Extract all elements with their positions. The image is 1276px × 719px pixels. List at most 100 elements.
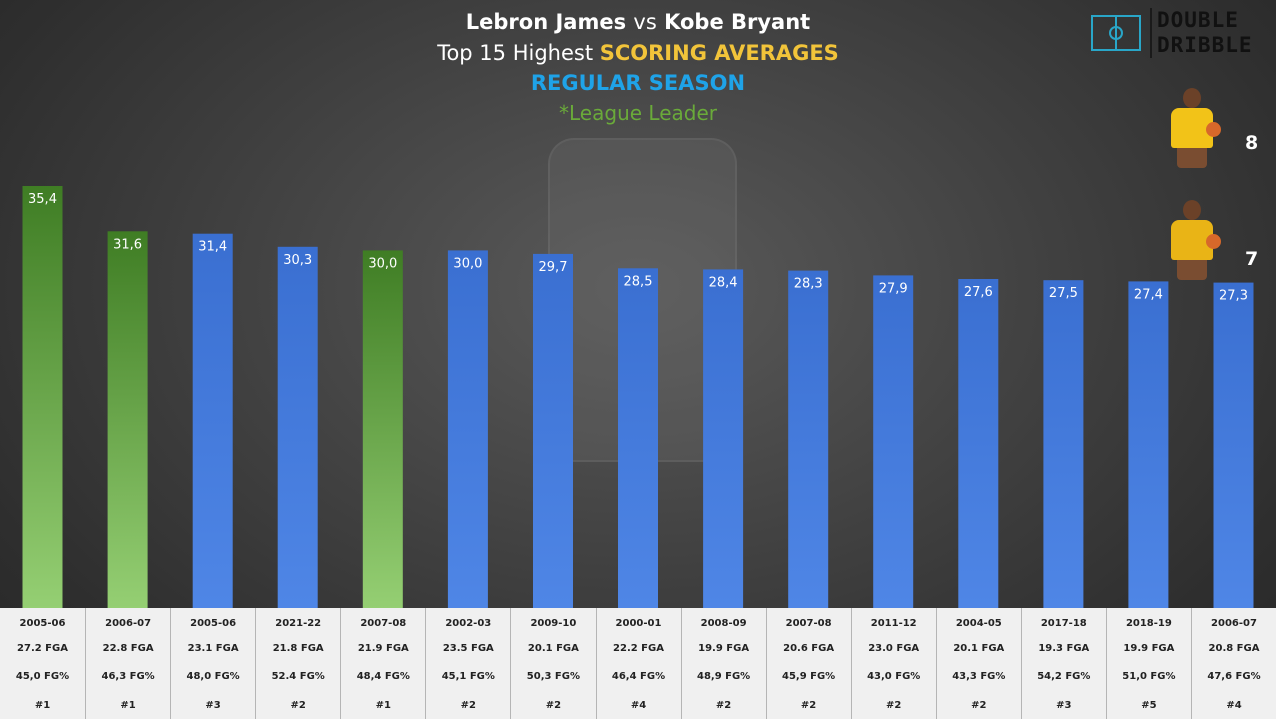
season-cell: 2011-12 [870,618,917,629]
bar-value-label-1: 35,4 [28,192,57,207]
fga-cell: 27.2 FGA [17,643,68,654]
logo-wordmark: DOUBLE DRIBBLE [1157,8,1253,58]
kobe-player-icon [1163,200,1221,280]
subtitle-highlight: SCORING AVERAGES [599,41,839,65]
fg-pct-cell: 48,0 FG% [186,671,240,682]
rank-cell: #4 [1226,700,1242,711]
rank-cell: #1 [120,700,136,711]
fga-cell: 19.3 FGA [1038,643,1090,654]
bar-value-label-12: 27,6 [964,285,993,300]
fga-cell: 20.1 FGA [953,643,1005,654]
fg-pct-cell: 45,0 FG% [15,671,70,682]
season-cell: 2018-19 [1125,618,1172,629]
bar-value-label-6: 30,0 [453,256,482,271]
stats-column-15: 2006-07 20.8 FGA 47,6 FG% #4 [1191,608,1276,719]
scoring-bar-chart: 35,4 31,6 31,4 30,3 30,0 30,0 29,7 28,5 28,4 28,3… [22,186,1254,608]
bar-2 [107,231,148,608]
fga-cell: 21.8 FGA [272,643,324,654]
bar-11 [873,275,914,608]
fga-cell: 20.8 FGA [1208,643,1260,654]
fg-pct-cell: 43,0 FG% [867,671,921,682]
stats-column-1: 2005-06 27.2 FGA 45,0 FG% #1 [0,608,85,719]
stats-column-2: 2006-07 22.8 FGA 46,3 FG% #1 [85,608,170,719]
bar-value-label-4: 30,3 [283,253,312,268]
title-player-1: Lebron James [465,10,627,34]
fg-pct-cell: 52.4 FG% [271,671,325,682]
stats-column-7: 2009-10 20.1 FGA 50,3 FG% #2 [510,608,595,719]
fga-cell: 23.1 FGA [187,643,239,654]
fga-cell: 19.9 FGA [1123,643,1175,654]
season-cell: 2005-06 [190,618,237,629]
season-cell: 2006-07 [1211,618,1257,629]
stats-column-9: 2008-09 19.9 FGA 48,9 FG% #2 [680,608,766,719]
bar-value-label-9: 28,4 [709,275,738,290]
bar-10 [788,270,829,608]
stats-column-4: 2021-22 21.8 FGA 52.4 FG% #2 [255,608,340,719]
fga-cell: 20.1 FGA [527,643,579,654]
double-dribble-logo: DOUBLE DRIBBLE [1091,8,1267,58]
fg-pct-cell: 54,2 FG% [1037,671,1091,682]
fga-cell: 23.5 FGA [442,643,494,654]
bar-4 [277,246,318,608]
subtitle-prefix: Top 15 Highest [437,41,594,65]
league-leader-note: *League Leader [559,101,717,125]
bar-value-label-13: 27,5 [1049,286,1078,301]
stats-column-8: 2000-01 22.2 FGA 46,4 FG% #4 [595,608,681,719]
season-cell: 2008-09 [700,618,747,629]
bar-14 [1128,281,1169,608]
season-cell: 2000-01 [615,618,662,629]
season-cell: 2021-22 [275,618,322,629]
bar-1 [22,186,63,608]
season-cell: 2007-08 [785,618,832,629]
title-vs: vs [633,10,657,34]
bar-value-label-14: 27,4 [1134,287,1163,302]
stats-column-5: 2007-08 21.9 FGA 48,4 FG% #1 [340,608,425,719]
rank-cell: #2 [290,700,306,711]
bar-value-label-8: 28,5 [624,274,653,289]
lebron-player-icon [1163,88,1221,168]
lebron-count: 8 [1245,132,1259,154]
bar-7 [533,253,573,608]
stats-column-3: 2005-06 23.1 FGA 48,0 FG% #3 [170,608,255,719]
fg-pct-cell: 48,9 FG% [696,671,751,682]
bar-12 [958,279,999,608]
rank-cell: #2 [886,700,902,711]
fga-cell: 22.2 FGA [613,643,664,654]
rank-cell: #4 [630,700,647,711]
fg-pct-cell: 46,3 FG% [101,671,155,682]
kobe-count: 7 [1245,248,1259,270]
bar-value-label-10: 28,3 [794,277,823,292]
fga-cell: 21.9 FGA [357,643,409,654]
rank-cell: #2 [715,700,732,711]
logo-line-1: DOUBLE [1157,8,1239,32]
season-cell: 2005-06 [19,618,66,629]
bar-8 [618,268,658,608]
bar-value-label-2: 31,6 [113,237,142,252]
rank-cell: #2 [800,700,817,711]
bar-9 [703,269,744,608]
season-cell: 2007-08 [360,618,407,629]
season-cell: 2006-07 [105,618,152,629]
season-cell: 2017-18 [1040,618,1087,629]
rank-cell: #3 [205,700,221,711]
season-cell: 2002-03 [445,618,492,629]
bar-15 [1213,282,1254,608]
season-type-label: REGULAR SEASON [530,71,746,95]
fg-pct-cell: 50,3 FG% [526,671,580,682]
fg-pct-cell: 51,0 FG% [1122,671,1176,682]
rank-cell: #2 [545,700,562,711]
rank-cell: #1 [375,700,391,711]
stats-column-11: 2011-12 23.0 FGA 43,0 FG% #2 [850,608,936,719]
fg-pct-cell: 45,9 FG% [781,671,836,682]
bar-13 [1043,280,1084,608]
stats-column-13: 2017-18 19.3 FGA 54,2 FG% #3 [1020,608,1106,719]
fg-pct-cell: 46,4 FG% [611,671,666,682]
stats-column-12: 2004-05 20.1 FGA 43,3 FG% #2 [935,608,1021,719]
bar-3 [192,233,233,608]
bar-value-label-3: 31,4 [198,240,227,255]
stats-column-10: 2007-08 20.6 FGA 45,9 FG% #2 [765,608,851,719]
fga-cell: 23.0 FGA [868,643,920,654]
chart-subtitle: Top 15 Highest SCORING AVERAGES [0,38,1276,68]
chart-title: Lebron James vs Kobe Bryant [0,6,1276,38]
fg-pct-cell: 43,3 FG% [952,671,1006,682]
